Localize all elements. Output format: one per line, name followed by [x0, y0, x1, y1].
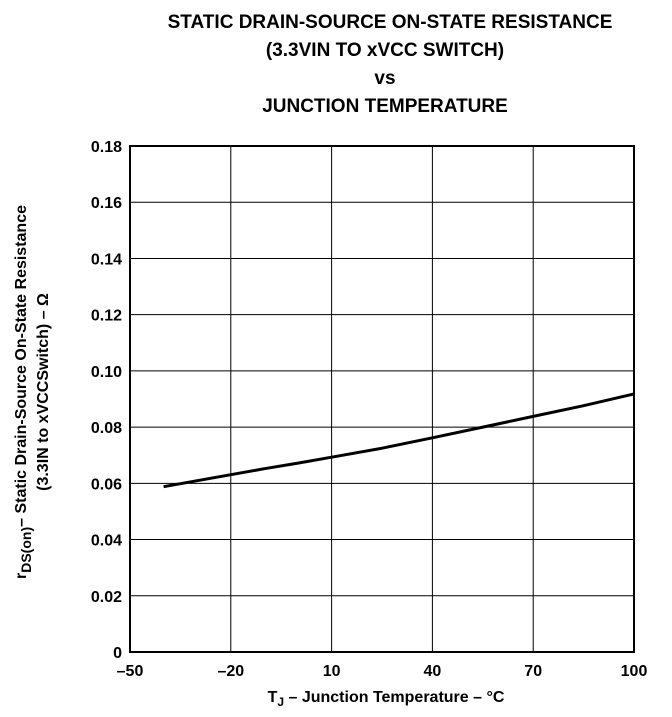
- y-axis-label: rDS(on)– Static Drain-Source On-State Re…: [13, 205, 52, 579]
- series-layer: [163, 392, 635, 489]
- x-tick-label: –50: [117, 663, 144, 680]
- x-tick-label: 70: [524, 663, 542, 680]
- grid: [129, 145, 635, 653]
- title-line-1: STATIC DRAIN-SOURCE ON-STATE RESISTANCE: [168, 12, 613, 33]
- series-line: [163, 392, 635, 489]
- x-label-subscript: J: [277, 695, 284, 709]
- x-axis-label: TJ – Junction Temperature – °C: [268, 689, 505, 709]
- x-tick-label: –20: [217, 663, 244, 680]
- title-line-2: (3.3VIN TO xVCC SWITCH): [266, 40, 504, 61]
- x-tick-label: 40: [424, 663, 442, 680]
- y-label-prefix: r: [13, 573, 30, 579]
- x-label-suffix: – Junction Temperature – °C: [284, 689, 505, 706]
- y-tick-label: 0.10: [91, 364, 122, 381]
- y-tick-label: 0.14: [91, 251, 122, 268]
- plot-frame: [129, 145, 635, 653]
- y-tick-label: 0.18: [91, 139, 122, 156]
- y-tick-label: 0.02: [91, 589, 122, 606]
- y-tick-labels: 0 0.02 0.04 0.06 0.08 0.10 0.12 0.14 0.16 0.18: [91, 139, 122, 662]
- y-tick-label: 0: [113, 645, 122, 662]
- y-tick-label: 0.04: [91, 533, 122, 550]
- title-line-4: JUNCTION TEMPERATURE: [262, 96, 508, 117]
- x-tick-labels: –50 –20 10 40 70 100: [117, 663, 648, 680]
- y-tick-label: 0.06: [91, 476, 122, 493]
- x-tick-label: 10: [323, 663, 341, 680]
- chart-title: STATIC DRAIN-SOURCE ON-STATE RESISTANCE …: [168, 12, 613, 117]
- y-label-line-1: rDS(on)– Static Drain-Source On-State Re…: [13, 205, 34, 579]
- y-label-subscript: DS(on): [18, 527, 34, 573]
- title-line-3: vs: [374, 68, 395, 89]
- y-label-line-2: (3.3IN to xVCCSwitch) – Ω: [35, 293, 52, 491]
- x-tick-label: 100: [621, 663, 648, 680]
- x-label-prefix: T: [268, 689, 278, 706]
- y-tick-label: 0.08: [91, 420, 122, 437]
- y-tick-label: 0.12: [91, 308, 122, 325]
- y-tick-label: 0.16: [91, 195, 122, 212]
- y-label-suffix: – Static Drain-Source On-State Resistanc…: [13, 205, 30, 527]
